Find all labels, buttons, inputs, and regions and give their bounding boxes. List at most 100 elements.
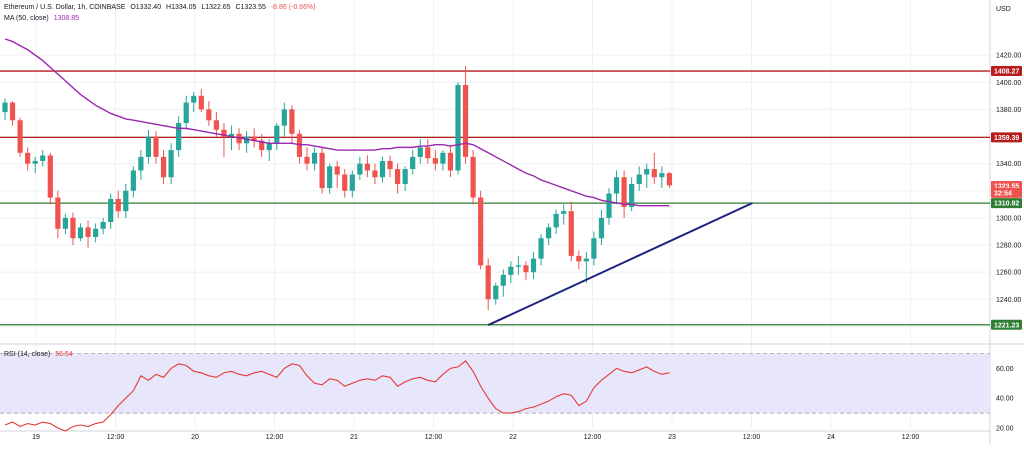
candle-body: [425, 147, 431, 159]
rsi-band: [0, 353, 990, 414]
price-tag-label: 1323.55: [994, 183, 1019, 190]
candle-body: [9, 102, 16, 121]
time-tick-label: 12:00: [425, 434, 443, 441]
candle-body: [462, 84, 469, 157]
candle-body: [515, 265, 521, 267]
price-tag-box: [991, 66, 1022, 77]
candle-body: [478, 197, 484, 266]
rsi-line: [4, 360, 670, 432]
price-tick-label: 1300.00: [996, 215, 1021, 222]
price-tag-label: 1221.23: [994, 322, 1019, 329]
candle-body: [259, 140, 265, 151]
candle-body: [440, 152, 446, 164]
candle-body: [47, 155, 53, 198]
rsi-tick-label: 20.00: [996, 426, 1014, 433]
price-tick-label: 1380.00: [996, 107, 1021, 114]
candle-body: [2, 102, 8, 113]
candle-body: [659, 173, 665, 178]
candle-body: [228, 133, 235, 137]
candle-body: [176, 122, 182, 151]
candle-body: [372, 170, 378, 178]
candle-body: [410, 156, 416, 170]
candle-body: [206, 109, 212, 121]
candle-body: [123, 190, 129, 212]
time-tick-label: 12:00: [266, 434, 284, 441]
candle-body: [85, 227, 91, 237]
candle-body: [493, 285, 499, 300]
candle-body: [311, 152, 318, 164]
candle-body: [342, 174, 348, 191]
open-value: O1332.40: [130, 4, 162, 11]
candle-body: [546, 227, 552, 239]
low-value: L1322.65: [201, 4, 231, 11]
candle-body: [349, 174, 355, 191]
candle-body: [160, 156, 167, 178]
candle-body: [576, 255, 582, 262]
ma-label: MA (50, close): [4, 15, 49, 22]
price-tag-box: [991, 132, 1022, 143]
price-tag-label: 1359.39: [994, 135, 1019, 142]
candle-body: [379, 160, 386, 178]
candle-body: [357, 163, 363, 175]
time-tick-label: 19: [32, 434, 40, 441]
price-tick-label: 1240.00: [996, 297, 1021, 304]
candle-body: [402, 169, 408, 184]
candle-body: [40, 155, 46, 161]
close-value: C1323.55: [235, 4, 266, 11]
candle-body: [523, 265, 529, 273]
candle-body: [77, 227, 84, 239]
symbol-label: Ethereum / U.S. Dollar, 1h, COINBASE: [4, 4, 126, 11]
time-tick-label: 20: [191, 434, 199, 441]
candle-body: [70, 217, 76, 239]
candle-body: [32, 160, 38, 164]
candle-body: [508, 266, 514, 275]
candle-body: [561, 211, 567, 214]
price-tag-label: 1310.92: [994, 201, 1019, 208]
candle-body: [289, 109, 295, 134]
time-tick-label: 12:00: [107, 434, 125, 441]
candle-body: [447, 152, 454, 171]
candle-body: [274, 125, 280, 144]
time-tick-label: 24: [827, 434, 835, 441]
candle-body: [387, 160, 393, 170]
candle-body: [100, 221, 106, 229]
candle-body: [432, 158, 438, 164]
currency-label: USD: [996, 6, 1011, 13]
candle-body: [281, 109, 287, 126]
candle-body: [138, 156, 144, 171]
price-tick-label: 1260.00: [996, 270, 1021, 277]
trendline: [487, 202, 753, 326]
candle-body: [470, 156, 476, 198]
candle-body: [145, 136, 152, 157]
candle-body: [168, 150, 174, 178]
candle-body: [583, 258, 589, 262]
candle-body: [613, 177, 620, 194]
candle-body: [553, 213, 559, 228]
candle-body: [651, 169, 657, 178]
candle-body: [153, 136, 159, 157]
candle-body: [319, 152, 325, 189]
candle-body: [93, 228, 99, 237]
time-tick-label: 21: [350, 434, 358, 441]
candle-body: [55, 197, 61, 229]
candle-body: [417, 147, 423, 157]
candle-body: [395, 169, 401, 184]
price-tag-box: [991, 198, 1022, 209]
legend-rsi: RSI (14, close) 56.54: [4, 351, 76, 358]
candle-body: [62, 217, 68, 229]
candle-body: [108, 198, 114, 222]
candle-body: [455, 84, 461, 171]
candle-body: [606, 193, 612, 218]
candle-body: [130, 170, 136, 191]
candle-body: [621, 177, 627, 208]
candle-body: [364, 163, 370, 171]
candle-body: [25, 152, 31, 164]
candle-body: [183, 102, 189, 123]
candle-body: [666, 173, 672, 186]
time-tick-label: 12:00: [902, 434, 920, 441]
time-tick-label: 23: [668, 434, 676, 441]
candle-body: [334, 166, 340, 175]
candle-body: [636, 174, 642, 184]
